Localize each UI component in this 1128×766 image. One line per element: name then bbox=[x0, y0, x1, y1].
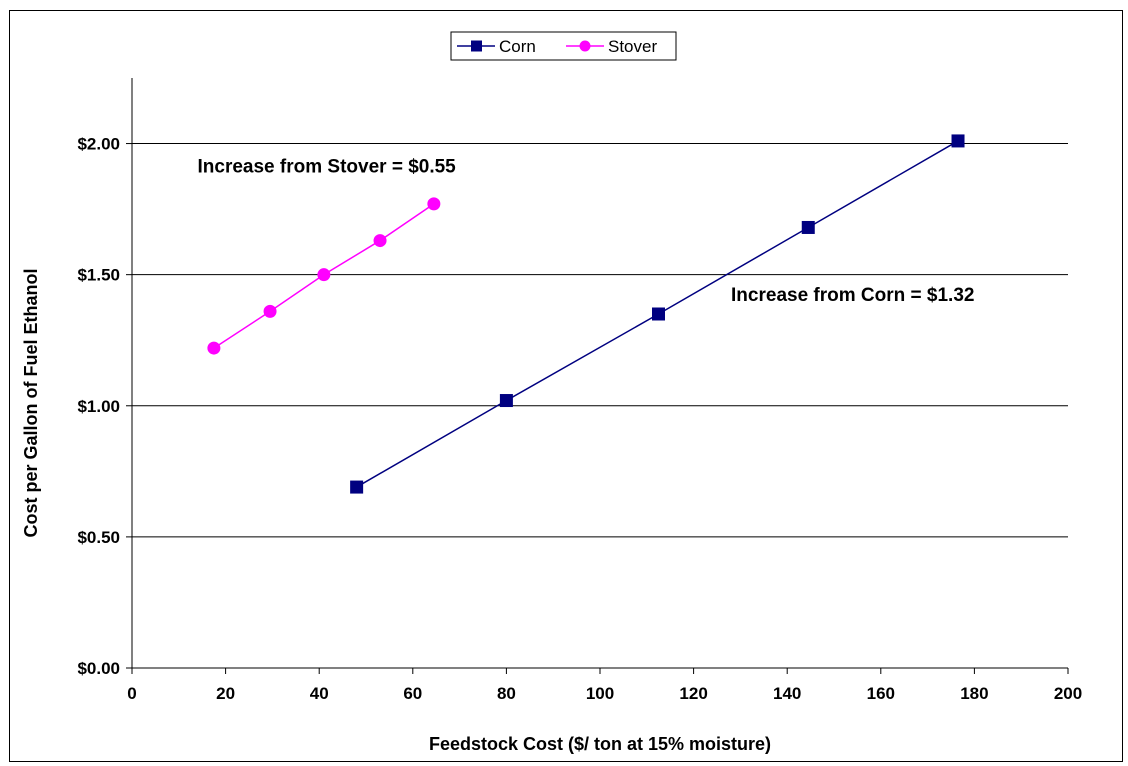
chart-frame bbox=[9, 10, 1123, 762]
data-point-stover bbox=[427, 197, 441, 211]
x-tick-label: 200 bbox=[1054, 684, 1082, 703]
data-point-corn bbox=[499, 394, 513, 408]
x-axis-title: Feedstock Cost ($/ ton at 15% moisture) bbox=[429, 734, 771, 754]
y-tick-label: $2.00 bbox=[77, 135, 120, 154]
x-tick-label: 80 bbox=[497, 684, 516, 703]
tick-labels: $0.00 $0.50 $1.00 $1.50 $2.00 0 20 40 60 80 100 120… bbox=[77, 135, 1082, 703]
x-tick-label: 0 bbox=[127, 684, 136, 703]
data-point-corn bbox=[951, 134, 965, 148]
x-tick-label: 120 bbox=[679, 684, 707, 703]
x-tick-label: 160 bbox=[867, 684, 895, 703]
data-point-stover bbox=[207, 341, 221, 355]
series-corn bbox=[350, 134, 965, 494]
legend-label-stover: Stover bbox=[608, 37, 657, 56]
data-point-corn bbox=[801, 220, 815, 234]
y-tick-label: $1.00 bbox=[77, 397, 120, 416]
x-tick-label: 140 bbox=[773, 684, 801, 703]
legend-label-corn: Corn bbox=[499, 37, 536, 56]
annotation-label: Increase from Corn = $1.32 bbox=[731, 285, 974, 306]
gridlines bbox=[132, 143, 1068, 538]
legend: Corn Stover bbox=[450, 31, 677, 61]
annotations: Increase from Stover = $0.55 Increase fro… bbox=[198, 156, 975, 305]
y-axis-title: Cost per Gallon of Fuel Ethanol bbox=[21, 268, 41, 537]
legend-marker-stover bbox=[579, 40, 591, 52]
data-point-stover bbox=[373, 234, 387, 248]
x-tick-label: 40 bbox=[310, 684, 329, 703]
x-tick-label: 20 bbox=[216, 684, 235, 703]
annotation-label: Increase from Stover = $0.55 bbox=[198, 156, 457, 177]
legend-marker-corn bbox=[471, 40, 482, 52]
x-tick-label: 60 bbox=[403, 684, 422, 703]
series bbox=[207, 134, 965, 494]
x-tick-label: 100 bbox=[586, 684, 614, 703]
data-point-corn bbox=[350, 480, 364, 494]
y-tick-label: $1.50 bbox=[77, 266, 120, 285]
series-stover bbox=[207, 197, 441, 355]
data-point-stover bbox=[263, 304, 277, 318]
x-tick-label: 180 bbox=[960, 684, 988, 703]
data-point-corn bbox=[652, 307, 665, 321]
y-tick-label: $0.50 bbox=[77, 528, 120, 547]
data-point-stover bbox=[317, 268, 331, 282]
y-tick-label: $0.00 bbox=[77, 659, 120, 678]
